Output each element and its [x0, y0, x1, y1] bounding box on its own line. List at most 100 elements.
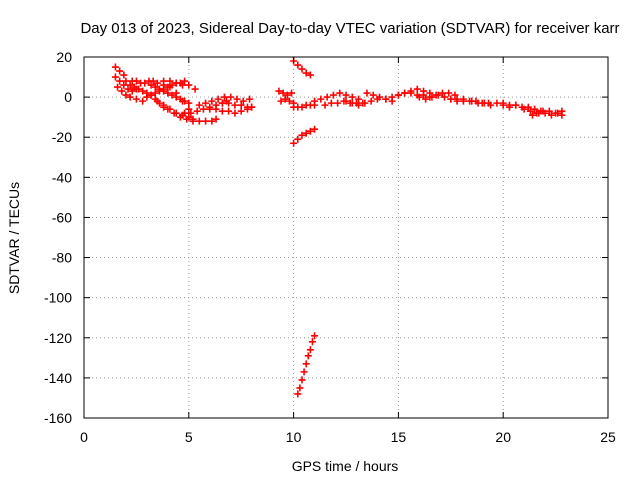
data-point	[441, 93, 449, 101]
data-point	[342, 97, 350, 105]
data-point	[185, 99, 193, 107]
data-point	[134, 85, 142, 93]
data-point	[547, 111, 555, 119]
data-point	[111, 63, 119, 71]
data-point	[172, 79, 180, 87]
data-point	[164, 105, 172, 113]
series-arc-20	[290, 101, 319, 111]
data-point	[139, 97, 147, 105]
series-arc-2	[111, 73, 136, 95]
data-point	[208, 97, 216, 105]
data-point	[116, 67, 124, 75]
data-point	[225, 99, 233, 107]
y-axis-label: SDTVAR / TECUs	[6, 182, 22, 294]
data-point	[126, 93, 134, 101]
data-point	[237, 101, 245, 109]
data-point	[183, 115, 191, 123]
data-point	[170, 109, 178, 117]
data-point	[355, 95, 363, 103]
data-point	[147, 81, 155, 89]
series-arc-4	[128, 77, 161, 87]
data-point	[185, 81, 193, 89]
data-point	[225, 107, 233, 115]
data-point	[181, 77, 189, 85]
data-point	[233, 95, 241, 103]
data-point	[202, 117, 210, 125]
data-point	[376, 93, 384, 101]
x-tick-label: 0	[80, 429, 88, 445]
data-point	[323, 93, 331, 101]
data-point	[394, 91, 402, 99]
x-tick-label: 10	[286, 429, 302, 445]
data-point	[132, 95, 140, 103]
data-point	[327, 99, 335, 107]
data-point	[160, 77, 168, 85]
data-point	[554, 109, 562, 117]
data-point	[279, 89, 287, 97]
data-point	[155, 87, 163, 95]
data-point	[321, 101, 329, 109]
x-tick-label: 5	[185, 429, 193, 445]
data-point	[164, 89, 172, 97]
data-point	[306, 346, 314, 354]
data-point	[248, 103, 256, 111]
series-arc-19	[290, 125, 319, 147]
data-point	[132, 77, 140, 85]
data-point	[120, 71, 128, 79]
data-point	[151, 83, 159, 91]
data-point	[239, 97, 247, 105]
series-arc-10	[160, 77, 199, 93]
data-point	[451, 91, 459, 99]
data-point	[231, 101, 239, 109]
data-point	[367, 97, 375, 105]
data-point	[348, 99, 356, 107]
data-point	[535, 109, 543, 117]
data-point	[116, 77, 124, 85]
series-arc-31	[499, 99, 545, 115]
data-point	[434, 91, 442, 99]
data-point	[445, 89, 453, 97]
data-point	[114, 83, 122, 91]
data-point	[401, 89, 409, 97]
data-point	[202, 99, 210, 107]
series-arc-7	[134, 85, 168, 111]
data-point	[151, 89, 159, 97]
data-point	[487, 101, 495, 109]
data-point	[153, 79, 161, 87]
data-point	[363, 89, 371, 97]
data-point	[285, 97, 293, 105]
data-point	[277, 97, 285, 105]
data-point	[160, 101, 168, 109]
data-point	[369, 91, 377, 99]
series-arc-21	[294, 332, 319, 398]
data-point	[317, 95, 325, 103]
data-point	[176, 113, 184, 121]
series-arc-13	[195, 93, 254, 109]
data-point	[304, 352, 312, 360]
y-tick-label: -100	[44, 290, 72, 306]
data-point	[311, 125, 319, 133]
x-tick-label: 15	[391, 429, 407, 445]
y-tick-label: -60	[52, 209, 72, 225]
data-point	[308, 338, 316, 346]
data-point	[193, 107, 201, 115]
data-point	[288, 89, 296, 97]
data-point	[438, 89, 446, 97]
series-arc-17	[277, 95, 298, 107]
data-point	[499, 99, 507, 107]
data-point	[298, 131, 306, 139]
data-point	[124, 85, 132, 93]
data-point	[283, 91, 291, 99]
data-point	[422, 95, 430, 103]
data-point	[298, 103, 306, 111]
data-point	[493, 99, 501, 107]
data-point	[153, 97, 161, 105]
data-point	[361, 99, 369, 107]
data-point	[149, 77, 157, 85]
x-tick-label: 20	[495, 429, 511, 445]
data-point	[342, 91, 350, 99]
data-point	[512, 101, 520, 109]
data-point	[281, 95, 289, 103]
data-point	[212, 115, 220, 123]
data-point	[220, 93, 228, 101]
